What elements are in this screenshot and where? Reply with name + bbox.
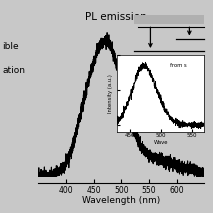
Y-axis label: Intensity (a.u.): Intensity (a.u.) <box>108 74 113 113</box>
Text: PL emission: PL emission <box>85 12 147 22</box>
X-axis label: Wavelength (nm): Wavelength (nm) <box>82 196 161 205</box>
Text: from s: from s <box>170 63 186 68</box>
Text: ible: ible <box>2 42 19 51</box>
Text: ation: ation <box>2 66 25 75</box>
X-axis label: Wave: Wave <box>154 140 168 145</box>
Bar <box>134 15 204 24</box>
